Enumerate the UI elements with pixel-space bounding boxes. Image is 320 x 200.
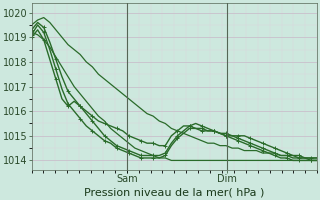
X-axis label: Pression niveau de la mer( hPa ): Pression niveau de la mer( hPa ) xyxy=(84,187,265,197)
